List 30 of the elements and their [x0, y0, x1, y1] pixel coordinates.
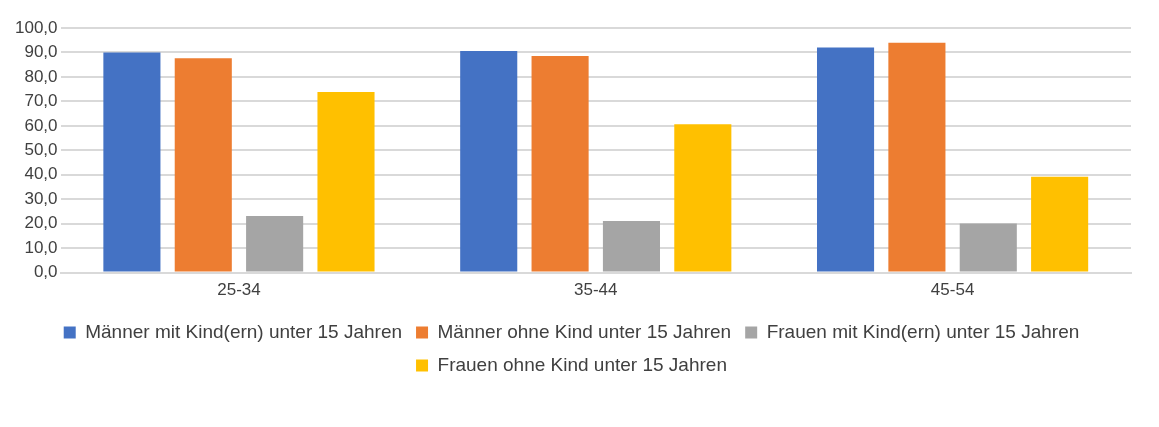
bar: [246, 216, 304, 272]
legend-label: Frauen ohne Kind unter 15 Jahren: [437, 353, 727, 375]
legend-label: Männer ohne Kind unter 15 Jahren: [437, 320, 732, 342]
bar: [174, 58, 232, 272]
legend-label: Männer mit Kind(ern) unter 15 Jahren: [85, 320, 403, 342]
y-tick-label: 60,0: [24, 115, 58, 135]
bar: [674, 124, 732, 272]
bar: [1031, 176, 1089, 272]
bar: [531, 55, 589, 272]
bar: [317, 92, 375, 272]
legend-label: Frauen mit Kind(ern) unter 15 Jahren: [766, 320, 1080, 342]
y-tick-label: 10,0: [24, 237, 58, 257]
y-tick-label: 40,0: [24, 164, 58, 184]
y-tick-label: 80,0: [24, 66, 58, 86]
y-tick-label: 50,0: [24, 139, 58, 159]
y-tick-label: 0,0: [33, 262, 58, 282]
y-tick-label: 100,0: [14, 17, 58, 37]
x-tick-label: 45-54: [930, 280, 975, 300]
y-tick-label: 70,0: [24, 91, 58, 111]
bar: [103, 52, 161, 272]
x-tick-label: 35-44: [574, 280, 618, 300]
y-tick-label: 30,0: [24, 188, 58, 208]
bar: [959, 223, 1017, 272]
bar: [888, 42, 946, 272]
y-tick-label: 20,0: [24, 213, 58, 233]
bar: [460, 50, 518, 272]
y-tick-label: 90,0: [24, 42, 58, 62]
x-tick-label: 25-34: [217, 280, 261, 300]
bar: [817, 47, 875, 272]
bar: [602, 220, 660, 272]
